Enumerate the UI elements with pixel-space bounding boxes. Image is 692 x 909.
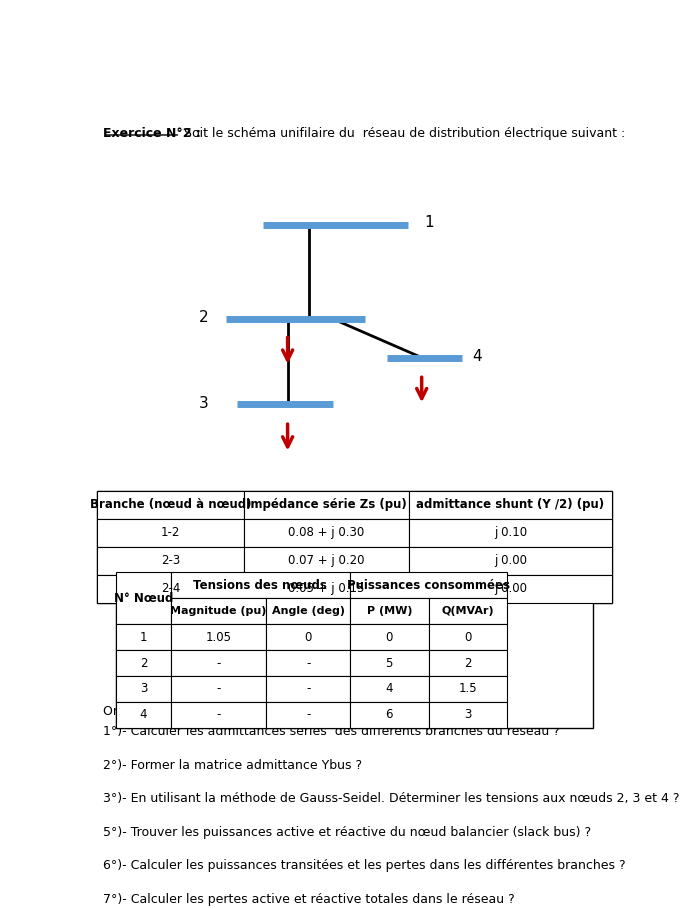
Bar bbox=[266, 598, 350, 624]
Bar bbox=[97, 518, 244, 546]
Bar bbox=[97, 574, 244, 603]
Text: 1: 1 bbox=[424, 215, 434, 230]
Text: -: - bbox=[217, 683, 221, 695]
Bar bbox=[116, 573, 171, 624]
Text: 2°)- Former la matrice admittance Ybus ?: 2°)- Former la matrice admittance Ybus ? bbox=[102, 759, 362, 772]
Bar bbox=[428, 650, 507, 676]
Bar bbox=[116, 573, 593, 728]
Text: 2: 2 bbox=[464, 656, 472, 670]
Text: Impédance série Zs (pu): Impédance série Zs (pu) bbox=[246, 498, 407, 511]
Text: -: - bbox=[217, 708, 221, 722]
Bar bbox=[350, 702, 428, 728]
Bar bbox=[244, 491, 409, 518]
Text: j 0.00: j 0.00 bbox=[494, 554, 527, 567]
Bar bbox=[244, 546, 409, 574]
Text: 6: 6 bbox=[385, 708, 393, 722]
Bar bbox=[350, 598, 428, 624]
Bar bbox=[350, 676, 428, 702]
Bar bbox=[171, 598, 266, 624]
Text: 1.05: 1.05 bbox=[206, 631, 232, 644]
Text: 3: 3 bbox=[199, 395, 209, 411]
Text: admittance shunt (Y /2) (pu): admittance shunt (Y /2) (pu) bbox=[417, 498, 604, 511]
Text: 0: 0 bbox=[304, 631, 312, 644]
Bar bbox=[409, 491, 612, 518]
Bar bbox=[266, 702, 350, 728]
Text: 0.05 + j 0.15: 0.05 + j 0.15 bbox=[288, 582, 365, 595]
Text: 1.5: 1.5 bbox=[459, 683, 477, 695]
Bar bbox=[244, 574, 409, 603]
Text: -: - bbox=[306, 708, 310, 722]
Text: 3: 3 bbox=[464, 708, 472, 722]
Bar bbox=[171, 573, 350, 598]
Bar bbox=[350, 573, 507, 598]
Text: 2-4: 2-4 bbox=[161, 582, 181, 595]
Text: 1: 1 bbox=[140, 631, 147, 644]
Text: Exercice N°2 :: Exercice N°2 : bbox=[102, 126, 201, 140]
Text: Puissances consommées: Puissances consommées bbox=[347, 579, 510, 592]
Bar bbox=[116, 650, 171, 676]
Text: 4: 4 bbox=[473, 349, 482, 364]
Text: Magnitude (pu): Magnitude (pu) bbox=[170, 606, 267, 616]
Text: 0.07 + j 0.20: 0.07 + j 0.20 bbox=[288, 554, 365, 567]
Text: -: - bbox=[306, 683, 310, 695]
Bar bbox=[428, 624, 507, 650]
Bar bbox=[266, 624, 350, 650]
Bar bbox=[116, 702, 171, 728]
Text: Tensions des nœuds: Tensions des nœuds bbox=[194, 579, 327, 592]
Text: 3: 3 bbox=[140, 683, 147, 695]
Text: 4: 4 bbox=[385, 683, 393, 695]
Text: Branche (nœud à nœud): Branche (nœud à nœud) bbox=[90, 498, 251, 511]
Bar bbox=[409, 518, 612, 546]
Bar bbox=[428, 676, 507, 702]
Text: 7°)- Calculer les pertes active et réactive totales dans le réseau ?: 7°)- Calculer les pertes active et réact… bbox=[102, 893, 514, 906]
Bar bbox=[350, 624, 428, 650]
Bar bbox=[116, 624, 171, 650]
Bar bbox=[409, 574, 612, 603]
Bar bbox=[244, 518, 409, 546]
Text: -: - bbox=[306, 656, 310, 670]
Text: On prend 100  MVA comme puissance base et une précision égale à 0.01.: On prend 100 MVA comme puissance base et… bbox=[102, 705, 566, 718]
Bar bbox=[171, 624, 266, 650]
Bar bbox=[350, 650, 428, 676]
Text: 2-3: 2-3 bbox=[161, 554, 180, 567]
Bar bbox=[171, 702, 266, 728]
Text: Q(MVAr): Q(MVAr) bbox=[441, 606, 494, 616]
Bar bbox=[171, 676, 266, 702]
Text: j 0.00: j 0.00 bbox=[494, 582, 527, 595]
Text: 5: 5 bbox=[385, 656, 393, 670]
Bar bbox=[266, 650, 350, 676]
Bar bbox=[97, 546, 244, 574]
Text: j 0.10: j 0.10 bbox=[494, 526, 527, 539]
Bar bbox=[116, 676, 171, 702]
Text: 0: 0 bbox=[464, 631, 472, 644]
Bar bbox=[428, 702, 507, 728]
Text: 6°)- Calculer les puissances transitées et les pertes dans les différentes branc: 6°)- Calculer les puissances transitées … bbox=[102, 859, 625, 873]
Text: -: - bbox=[217, 656, 221, 670]
Bar bbox=[171, 650, 266, 676]
Text: 1-2: 1-2 bbox=[161, 526, 181, 539]
Bar bbox=[266, 676, 350, 702]
Text: 3°)- En utilisant la méthode de Gauss-Seidel. Déterminer les tensions aux nœuds : 3°)- En utilisant la méthode de Gauss-Se… bbox=[102, 793, 679, 805]
Text: 0.08 + j 0.30: 0.08 + j 0.30 bbox=[288, 526, 365, 539]
Text: 1°)- Calculer les admittances séries  des différents branches du réseau ?: 1°)- Calculer les admittances séries des… bbox=[102, 725, 559, 738]
Bar bbox=[409, 546, 612, 574]
Text: Soit le schéma unifilaire du  réseau de distribution électrique suivant :: Soit le schéma unifilaire du réseau de d… bbox=[181, 126, 626, 140]
Bar bbox=[97, 491, 244, 518]
Text: P (MW): P (MW) bbox=[367, 606, 412, 616]
Text: N° Nœud: N° Nœud bbox=[113, 592, 173, 604]
Text: 5°)- Trouver les puissances active et réactive du nœud balancier (slack bus) ?: 5°)- Trouver les puissances active et ré… bbox=[102, 825, 591, 839]
Bar bbox=[428, 598, 507, 624]
Text: 0: 0 bbox=[385, 631, 393, 644]
Bar bbox=[97, 491, 612, 603]
Text: 2: 2 bbox=[140, 656, 147, 670]
Text: 2: 2 bbox=[199, 310, 209, 325]
Text: Angle (deg): Angle (deg) bbox=[272, 606, 345, 616]
Text: 4: 4 bbox=[140, 708, 147, 722]
